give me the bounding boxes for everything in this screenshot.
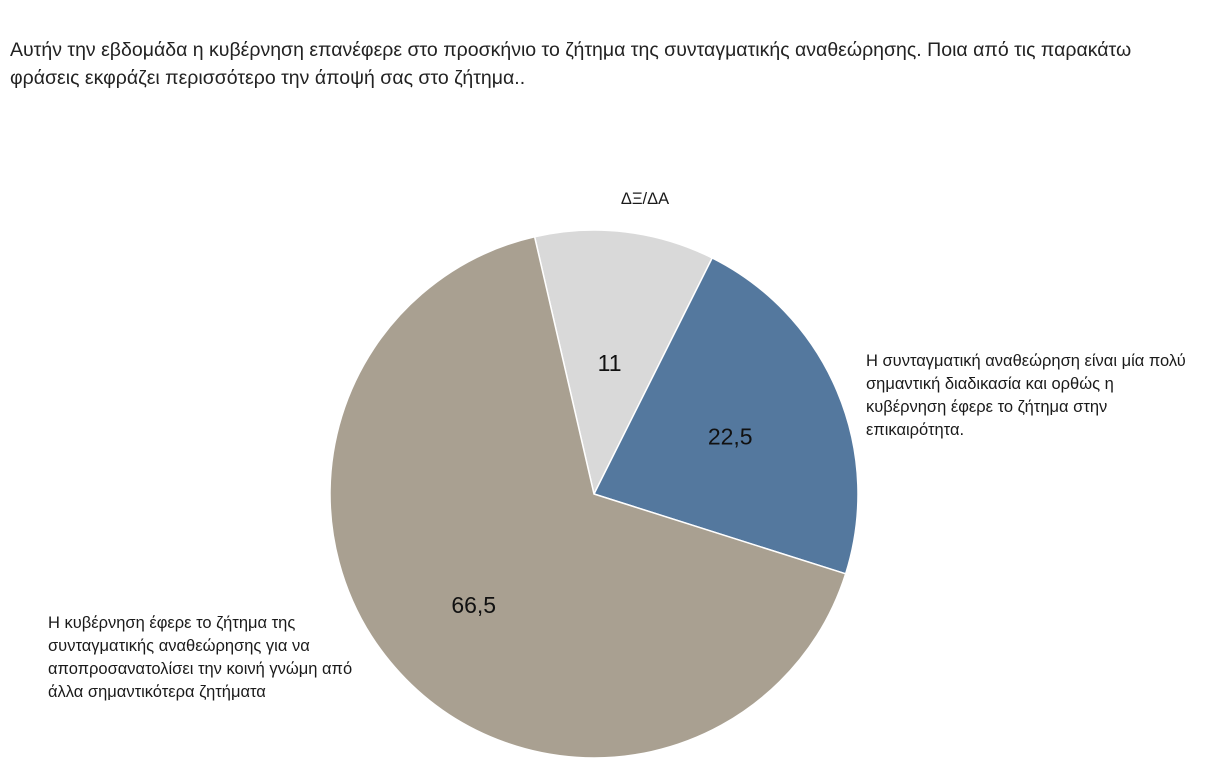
pie-value-distraction: 66,5 [451, 592, 496, 618]
slice-label-distraction: Η κυβέρνηση έφερε το ζήτημα της συνταγμα… [48, 614, 353, 701]
question-title: Αυτήν την εβδομάδα η κυβέρνηση επανέφερε… [10, 39, 1132, 89]
pie-slice-distraction [329, 235, 847, 759]
slice-label-important-process: Η συνταγματική αναθεώρηση είναι μία πολύ… [866, 352, 1186, 439]
pie-slice-important-process [592, 256, 859, 575]
pie-value-dont-know: 11 [598, 350, 622, 376]
pie-slices [329, 229, 859, 759]
slice-label-dont-know: ΔΞ/ΔΑ [620, 190, 670, 208]
pie-value-important-process: 22,5 [708, 424, 753, 450]
pie-value-labels: 11 22,5 66,5 [451, 350, 752, 618]
